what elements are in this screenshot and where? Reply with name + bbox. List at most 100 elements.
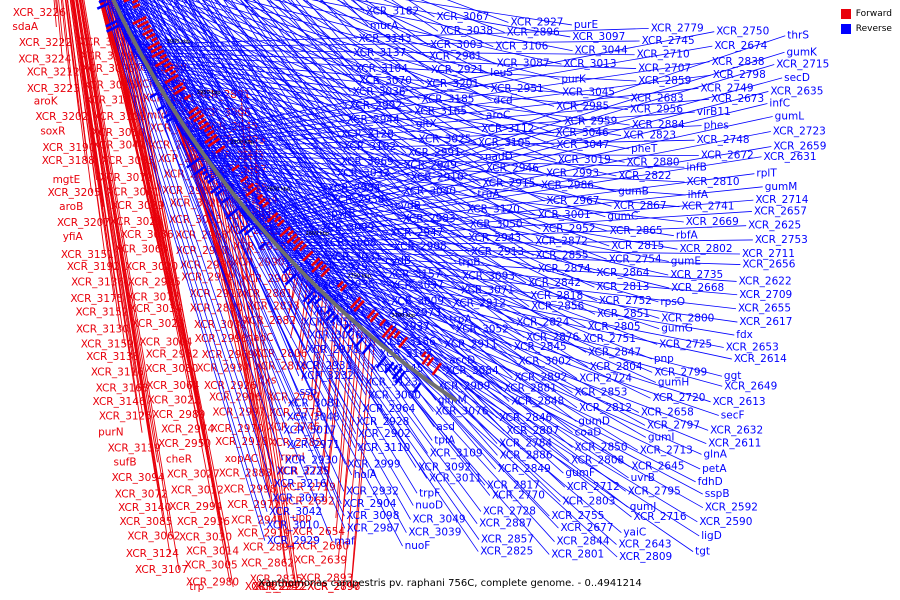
forward-gene-label-63[interactable]: XCR_3022: [147, 394, 200, 406]
reverse-gene-label-274[interactable]: fdhD: [698, 476, 723, 488]
forward-gene-label-139[interactable]: rpmI: [280, 451, 304, 463]
reverse-gene-label-45[interactable]: XCR_2921: [431, 64, 484, 76]
reverse-gene-label-211[interactable]: infB: [686, 161, 706, 173]
reverse-gene-label-81[interactable]: XCR_2927: [510, 16, 563, 28]
forward-gene-label-17[interactable]: XCR_3151: [61, 249, 114, 261]
forward-gene-label-147[interactable]: XCR_2893: [300, 573, 353, 585]
reverse-gene-label-259[interactable]: XCR_2622: [739, 275, 792, 287]
reverse-gene-label-234[interactable]: uvrB: [631, 472, 655, 484]
forward-gene-label-23[interactable]: XCR_3159: [81, 339, 134, 351]
reverse-gene-label-277[interactable]: XCR_2590: [699, 516, 752, 528]
forward-gene-label-108[interactable]: XCR_2919: [237, 528, 290, 540]
reverse-gene-label-202[interactable]: XCR_2674: [714, 40, 767, 52]
forward-gene-label-21[interactable]: XCR_3152: [76, 306, 129, 318]
reverse-gene-label-268[interactable]: XCR_2613: [713, 396, 766, 408]
reverse-gene-label-157[interactable]: XCR_2728: [483, 505, 536, 517]
forward-gene-label-25[interactable]: XCR_3116: [91, 367, 144, 379]
reverse-gene-label-161[interactable]: XCR_2779: [651, 22, 704, 34]
reverse-gene-label-70[interactable]: XCR_2964: [362, 403, 415, 415]
reverse-gene-label-239[interactable]: XCR_2643: [618, 539, 671, 551]
reverse-gene-label-260[interactable]: XCR_2709: [739, 289, 792, 301]
reverse-gene-label-200[interactable]: XCR_2801: [551, 549, 604, 561]
reverse-gene-label-107[interactable]: XCR_3084: [446, 365, 499, 377]
forward-gene-label-9[interactable]: soxR: [40, 126, 65, 138]
forward-gene-label-28[interactable]: XCR_3125: [99, 410, 152, 422]
reverse-gene-label-174[interactable]: XCR_2867: [614, 200, 667, 212]
reverse-gene-label-252[interactable]: gumM: [765, 181, 798, 193]
reverse-gene-label-246[interactable]: infC: [769, 98, 790, 110]
forward-gene-label-53[interactable]: XCR_3063: [115, 244, 168, 256]
forward-gene-label-7[interactable]: aroK: [34, 95, 59, 107]
reverse-gene-label-29[interactable]: ssb: [300, 386, 318, 398]
reverse-gene-label-232[interactable]: XCR_2713: [640, 444, 693, 456]
reverse-gene-label-222[interactable]: XCR_2800: [661, 312, 714, 324]
forward-gene-label-10[interactable]: XCR_3190: [42, 142, 95, 154]
forward-gene-label-34[interactable]: XCR_3140: [118, 502, 171, 514]
reverse-gene-label-256[interactable]: XCR_2753: [755, 234, 808, 246]
forward-gene-label-70[interactable]: XCR_2994: [169, 501, 222, 513]
reverse-gene-label-119[interactable]: XCR_3039: [408, 527, 461, 539]
forward-gene-label-33[interactable]: XCR_3072: [115, 488, 168, 500]
reverse-gene-label-255[interactable]: XCR_2625: [748, 220, 801, 232]
reverse-gene-label-264[interactable]: XCR_2653: [726, 342, 779, 354]
reverse-gene-label-261[interactable]: XCR_2655: [738, 303, 791, 315]
forward-gene-label-71[interactable]: XCR_2936: [177, 516, 230, 528]
reverse-gene-label-177[interactable]: XCR_2815: [611, 240, 664, 252]
forward-gene-label-97[interactable]: XCR_2934: [197, 362, 250, 374]
reverse-gene-label-237[interactable]: XCR_2716: [634, 511, 687, 523]
reverse-gene-label-236[interactable]: gumJ: [630, 501, 657, 513]
forward-gene-label-56[interactable]: XCR_3077: [127, 291, 180, 303]
forward-gene-label-142[interactable]: XCR_2692: [282, 496, 335, 508]
reverse-gene-label-267[interactable]: XCR_2649: [724, 380, 777, 392]
forward-gene-label-48[interactable]: XCR_3079: [100, 172, 153, 184]
reverse-gene-label-171[interactable]: XCR_2880: [627, 156, 680, 168]
reverse-gene-label-241[interactable]: thrS: [787, 30, 809, 42]
reverse-gene-label-186[interactable]: XCR_2804: [590, 361, 643, 373]
reverse-gene-label-276[interactable]: XCR_2592: [705, 502, 758, 514]
reverse-gene-label-132[interactable]: XCR_2993: [546, 167, 599, 179]
reverse-gene-label-145[interactable]: XCR_2845: [514, 341, 567, 353]
forward-gene-label-80[interactable]: mfd: [147, 110, 168, 122]
reverse-gene-label-151[interactable]: XCR_2807: [506, 425, 559, 437]
reverse-gene-label-278[interactable]: ligD: [701, 530, 722, 542]
forward-gene-label-22[interactable]: XCR_3130: [76, 324, 129, 336]
reverse-gene-label-198[interactable]: XCR_2677: [560, 522, 613, 534]
forward-gene-label-106[interactable]: XCR_2972: [227, 499, 280, 511]
forward-gene-label-58[interactable]: XCR_3023: [132, 318, 185, 330]
reverse-gene-label-208[interactable]: phes: [704, 120, 729, 132]
reverse-gene-label-75[interactable]: holA: [354, 469, 378, 481]
forward-gene-label-101[interactable]: XCR_2970: [211, 423, 264, 435]
reverse-gene-label-179[interactable]: XCR_2864: [596, 267, 649, 279]
reverse-gene-label-221[interactable]: rpsO: [660, 296, 685, 308]
forward-gene-label-57[interactable]: XCR_3034: [129, 303, 182, 315]
forward-gene-label-146[interactable]: XCR_2639: [294, 555, 347, 567]
reverse-gene-label-126[interactable]: XCR_3045: [562, 87, 615, 99]
reverse-gene-label-56[interactable]: XCR_2983: [403, 213, 456, 225]
forward-gene-label-64[interactable]: XCR_2989: [152, 409, 205, 421]
reverse-gene-label-43[interactable]: XCR_3003: [430, 39, 483, 51]
forward-gene-label-145[interactable]: XCR_2660: [296, 541, 349, 553]
reverse-gene-label-118[interactable]: XCR_3049: [413, 514, 466, 526]
forward-gene-label-2[interactable]: sdaA: [12, 21, 39, 33]
reverse-gene-label-125[interactable]: purK: [561, 73, 587, 85]
reverse-gene-label-95[interactable]: XCR_3120: [467, 203, 520, 215]
reverse-gene-label-73[interactable]: XCR_3110: [357, 442, 410, 454]
forward-gene-label-5[interactable]: XCR_3212: [27, 67, 80, 79]
forward-gene-label-143[interactable]: upp: [292, 512, 312, 524]
reverse-gene-label-76[interactable]: XCR_2932: [346, 485, 399, 497]
forward-gene-label-6[interactable]: XCR_3223: [27, 83, 80, 95]
forward-gene-label-98[interactable]: XCR_2926: [204, 380, 257, 392]
reverse-gene-label-159[interactable]: XCR_2857: [481, 534, 534, 546]
forward-gene-label-14[interactable]: aroB: [59, 201, 83, 213]
reverse-gene-label-217[interactable]: XCR_2802: [679, 243, 732, 255]
reverse-gene-label-71[interactable]: XCR_2928: [356, 416, 409, 428]
reverse-gene-label-248[interactable]: XCR_2723: [773, 125, 826, 137]
reverse-gene-label-32[interactable]: XCR_3017: [283, 425, 336, 437]
forward-gene-label-67[interactable]: cheR: [166, 453, 192, 465]
reverse-gene-label-197[interactable]: XCR_2755: [551, 510, 604, 522]
forward-gene-label-4[interactable]: XCR_3224: [18, 54, 71, 66]
reverse-gene-label-42[interactable]: XCR_3038: [440, 25, 493, 37]
forward-gene-label-18[interactable]: XCR_3192: [67, 261, 120, 273]
reverse-gene-label-242[interactable]: gumK: [787, 46, 819, 58]
forward-gene-label-30[interactable]: XCR_3139: [108, 443, 161, 455]
